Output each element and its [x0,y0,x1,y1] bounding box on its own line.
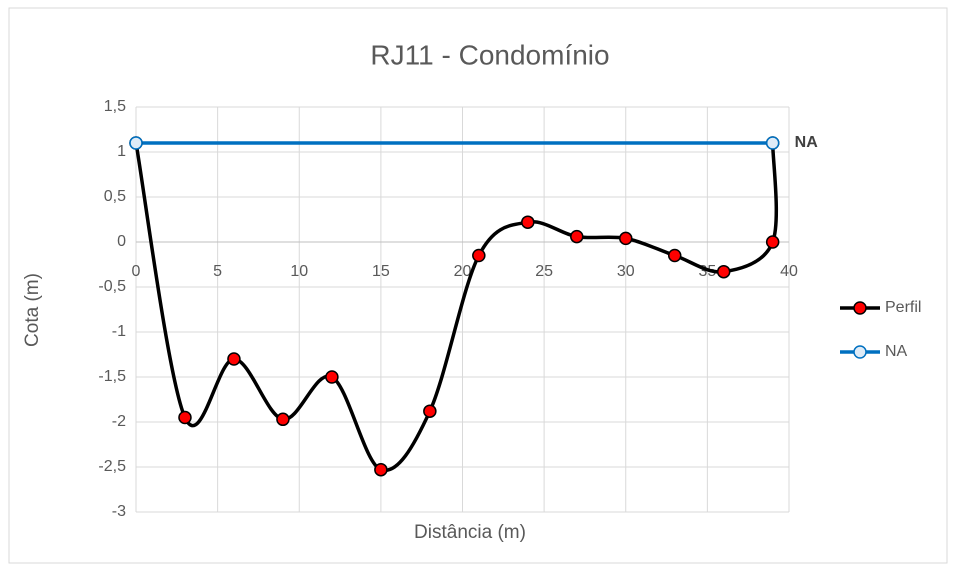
legend-marker [853,345,867,359]
y-tick-label: -1 [112,323,126,340]
point [129,136,143,150]
x-tick-label: 25 [535,263,553,280]
legend-label: Perfil [885,299,921,316]
y-tick-label: -0,5 [98,278,126,295]
point [521,215,535,229]
point [667,248,682,263]
y-tick-label: 1,5 [104,98,126,115]
x-tick-label: 30 [617,263,635,280]
annotation: NA [795,134,819,151]
y-tick-label: -2,5 [98,458,126,475]
x-tick-label: 10 [290,263,308,280]
y-tick-label: 0 [117,233,126,250]
legend-marker [853,301,867,315]
x-tick-label: 20 [454,263,472,280]
point [178,410,192,425]
x-tick-label: 0 [132,263,141,280]
chart-border [8,7,948,564]
point [472,248,486,263]
point [716,264,731,279]
x-tick-label: 15 [372,263,390,280]
y-tick-label: -2 [112,413,126,430]
x-axis-title: Distância (m) [414,522,526,543]
y-tick-label: 0,5 [104,188,126,205]
x-tick-label: 5 [213,263,222,280]
point [765,235,780,249]
point [765,136,780,150]
legend-label: NA [885,343,908,360]
point [570,229,584,244]
point [227,352,241,366]
x-tick-label: 40 [780,263,798,280]
series-line [134,142,779,473]
y-tick-label: -3 [112,503,126,520]
point [619,231,633,246]
point [276,412,290,427]
point [374,462,388,477]
chart-title: RJ11 - Condomínio [370,39,609,70]
y-tick-label: 1 [117,143,126,160]
point [325,370,339,384]
y-tick-label: -1,5 [98,368,126,385]
y-axis-title: Cota (m) [22,273,43,347]
point [423,404,437,418]
